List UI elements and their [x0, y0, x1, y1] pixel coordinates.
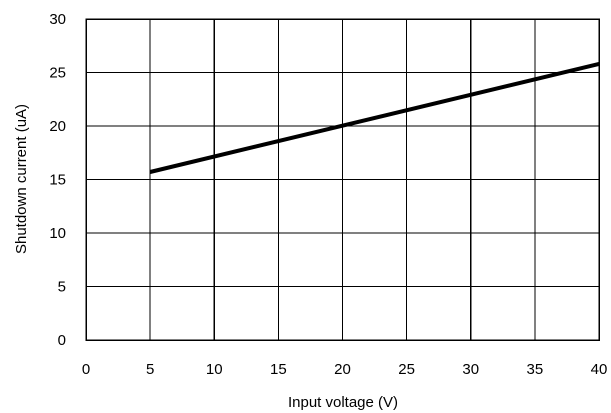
y-axis-tick-labels: 0 5 10 15 20 25 30: [49, 11, 66, 349]
x-tick-label: 0: [82, 361, 90, 378]
x-tick-label: 35: [527, 361, 544, 378]
y-tick-label: 10: [49, 225, 66, 242]
x-tick-label: 15: [270, 361, 287, 378]
x-tick-label: 20: [334, 361, 351, 378]
y-tick-label: 25: [49, 65, 66, 82]
x-tick-label: 40: [591, 361, 608, 378]
y-tick-label: 0: [58, 332, 66, 349]
plot-area-frame: [85, 18, 600, 341]
x-axis-label: Input voltage (V): [288, 394, 398, 411]
series-group: [149, 61, 600, 174]
x-tick-label: 5: [146, 361, 154, 378]
y-tick-label: 15: [49, 172, 66, 189]
y-tick-label: 20: [49, 118, 66, 135]
series-line-shutdown-current: [149, 61, 600, 174]
grid-lines: [85, 18, 600, 341]
x-tick-label: 10: [206, 361, 223, 378]
x-tick-label: 30: [462, 361, 479, 378]
y-axis-label: Shutdown current (uA): [13, 104, 30, 254]
x-tick-label: 25: [398, 361, 415, 378]
x-axis-tick-labels: 0 5 10 15 20 25 30 35 40: [82, 361, 608, 378]
y-tick-label: 30: [49, 11, 66, 28]
y-tick-label: 5: [58, 279, 66, 296]
